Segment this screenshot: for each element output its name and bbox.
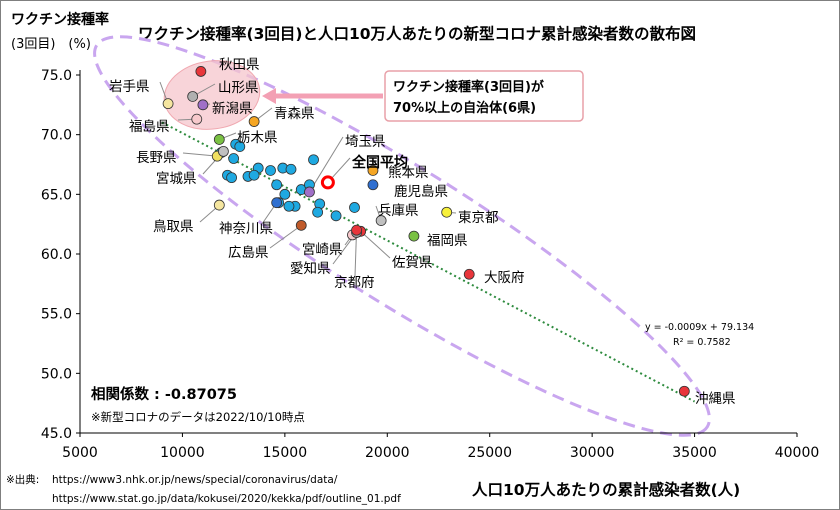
y-axis-label-line1: ワクチン接種率 <box>11 11 109 28</box>
y-tick-label: 60.0 <box>41 247 72 263</box>
x-tick-label: 10000 <box>160 445 205 461</box>
source-url-2: https://www.stat.go.jp/data/kokusei/2020… <box>52 493 401 505</box>
leader-line <box>269 224 302 249</box>
point-3 <box>162 98 174 110</box>
trendline-r2: R² = 0.7582 <box>673 337 731 348</box>
x-tick-label: 40000 <box>775 445 820 461</box>
point-20 <box>351 224 362 236</box>
point-label: 大阪府 <box>484 270 525 286</box>
point-national-average <box>320 175 335 190</box>
x-tick-label: 25000 <box>467 445 512 461</box>
data-point <box>312 206 324 218</box>
data-point <box>283 200 295 212</box>
point-13 <box>367 179 379 191</box>
correlation-coefficient: 相関係数 : -0.87075 <box>91 385 237 403</box>
data-point <box>279 188 291 200</box>
data-point <box>226 172 237 184</box>
point-label: 兵庫県 <box>378 203 419 219</box>
point-label: 長野県 <box>136 150 177 166</box>
point-label: 佐賀県 <box>392 255 433 271</box>
x-tick-label: 20000 <box>365 445 410 461</box>
data-point <box>265 165 276 176</box>
point-label: 福島県 <box>129 119 170 135</box>
point-label: 沖縄県 <box>695 391 736 407</box>
point-6 <box>248 116 260 127</box>
data-point <box>234 141 246 153</box>
dashed-group-ellipse <box>93 35 711 437</box>
point-22 <box>271 197 283 209</box>
data-point <box>271 179 283 191</box>
callout-box: ワクチン接種率(3回目)が 70%以上の自治体(6県) <box>384 70 584 122</box>
point-label: 広島県 <box>228 245 269 261</box>
point-21 <box>213 199 225 211</box>
point-24 <box>463 268 475 280</box>
point-label: 愛知県 <box>290 260 331 277</box>
point-label: 東京都 <box>458 210 499 226</box>
point-9 <box>217 145 229 157</box>
leader-line <box>360 230 391 259</box>
point-4 <box>197 99 209 111</box>
point-1 <box>195 66 207 77</box>
trendline <box>161 121 696 403</box>
leader-line <box>182 152 218 157</box>
point-label: 全国平均 <box>351 154 408 171</box>
point-7 <box>213 134 225 145</box>
data-point <box>349 202 360 213</box>
callout-arrow <box>262 88 383 104</box>
x-tick-label: 15000 <box>263 445 308 461</box>
point-label: 宮崎県 <box>302 242 343 258</box>
data-point <box>248 169 260 181</box>
point-label: 神奈川県 <box>219 221 273 237</box>
data-point <box>330 210 342 222</box>
point-14 <box>441 206 453 218</box>
point-label: 熊本県 <box>388 165 429 181</box>
point-label: 秋田県 <box>219 57 260 73</box>
point-label: 宮城県 <box>156 171 197 187</box>
y-tick-label: 75.0 <box>41 68 72 84</box>
point-5 <box>191 113 203 125</box>
data-point <box>228 153 240 164</box>
point-2 <box>187 91 199 102</box>
x-tick-label: 5000 <box>62 445 98 461</box>
source-label: ※出典: <box>6 473 39 486</box>
point-label: 京都府 <box>334 275 375 291</box>
y-axis-label-line2: (3回目) (%) <box>11 37 91 52</box>
point-15 <box>375 215 387 226</box>
point-label: 埼玉県 <box>345 134 386 150</box>
x-tick-label: 35000 <box>672 445 717 461</box>
point-10 <box>304 186 315 198</box>
callout-line2: 70%以上の自治体(6県) <box>393 100 536 116</box>
chart-title: ワクチン接種率(3回目)と人口10万人あたりの新型コロナ累計感染者数の散布図 <box>138 24 696 43</box>
source-url-1: https://www3.nhk.or.jp/news/special/coro… <box>52 474 338 486</box>
x-tick-label: 30000 <box>570 445 615 461</box>
point-label: 鳥取県 <box>153 219 194 235</box>
y-tick-label: 50.0 <box>41 366 72 382</box>
point-label: 新潟県 <box>212 101 253 117</box>
point-label: 山形県 <box>218 80 259 96</box>
callout-line1: ワクチン接種率(3回目)が <box>393 79 544 95</box>
data-point <box>308 154 319 166</box>
y-tick-label: 70.0 <box>41 128 72 144</box>
leader-line <box>309 136 344 193</box>
point-25 <box>678 385 690 397</box>
x-axis-label: 人口10万人あたりの累計感染者数(人) <box>472 480 740 499</box>
y-tick-label: 55.0 <box>41 307 72 323</box>
point-16 <box>408 230 420 242</box>
y-tick-label: 65.0 <box>41 187 72 203</box>
point-label: 鹿児島県 <box>394 183 448 200</box>
point-label: 栃木県 <box>237 130 278 146</box>
point-label: 青森県 <box>274 106 315 122</box>
data-point <box>285 163 297 175</box>
trendline-equation: y = -0.0009x + 79.134 <box>645 322 754 333</box>
y-tick-label: 45.0 <box>41 426 72 442</box>
point-23 <box>295 219 307 231</box>
point-label: 岩手県 <box>109 79 150 95</box>
point-12 <box>367 165 379 176</box>
data-date-note: ※新型コロナのデータは2022/10/10時点 <box>91 410 305 424</box>
point-label: 福岡県 <box>427 233 468 249</box>
